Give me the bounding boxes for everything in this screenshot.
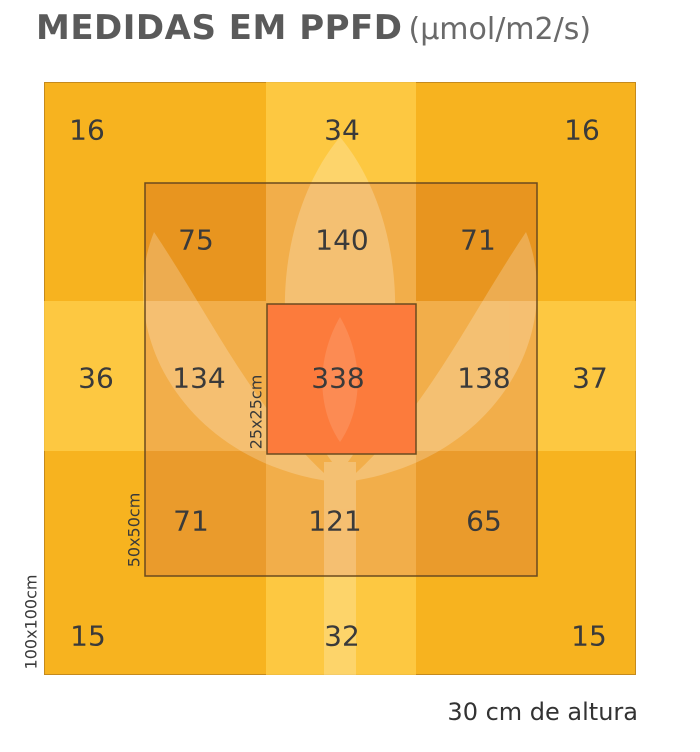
ppfd-value: 71 [173,504,209,538]
ppfd-value: 32 [324,619,360,653]
ppfd-value: 71 [460,223,496,257]
title-main: MEDIDAS EM PPFD [36,8,403,48]
ppfd-value: 15 [70,619,106,653]
ppfd-value: 36 [78,361,114,395]
ppfd-map: 16 34 16 75 140 71 36 134 338 138 37 71 … [44,82,636,675]
ppfd-value: 65 [466,504,502,538]
middle-zone-border [144,182,538,577]
ppfd-value: 16 [69,113,105,147]
ppfd-value: 140 [315,223,369,257]
middle-corner-tr [416,183,537,301]
inner-leaf [322,317,358,442]
ppfd-value: 134 [172,361,226,395]
zone-label-middle: 50x50cm [124,492,144,568]
zone-label-outer: 100x100cm [21,574,41,670]
ppfd-value: 15 [571,619,607,653]
title-unit: (µmol/m2/s) [408,12,592,47]
height-note: 30 cm de altura [447,698,638,726]
ppfd-value: 75 [178,223,214,257]
ppfd-value: 37 [572,361,608,395]
middle-corner-tl [145,183,266,301]
ppfd-map-graphic [44,82,636,675]
page-title: MEDIDAS EM PPFD (µmol/m2/s) [36,8,591,48]
inner-zone [266,303,417,455]
ppfd-value: 34 [324,113,360,147]
ppfd-value: 121 [308,504,362,538]
middle-corner-bl [145,451,266,576]
ppfd-value: 16 [564,113,600,147]
ppfd-value: 138 [457,361,511,395]
zone-label-inner: 25x25cm [246,374,266,450]
middle-corner-br [416,451,537,576]
ppfd-value: 338 [311,361,365,395]
